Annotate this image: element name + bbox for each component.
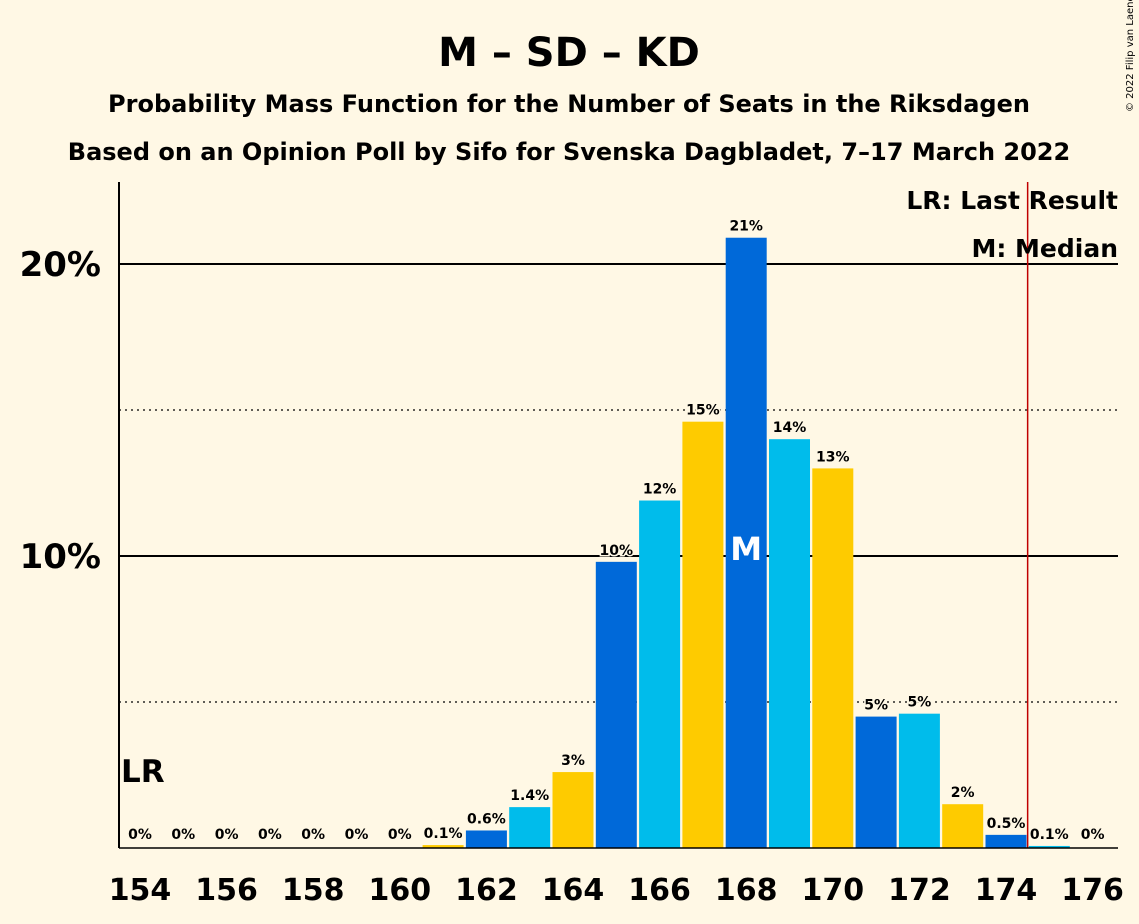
data-label-156: 0% bbox=[215, 827, 239, 843]
x-tick-label: 174 bbox=[975, 873, 1038, 908]
chart-title: M – SD – KD bbox=[438, 30, 700, 76]
last-result-label: LR bbox=[121, 754, 165, 790]
data-label-173: 2% bbox=[951, 785, 975, 801]
data-label-169: 14% bbox=[773, 420, 807, 436]
x-tick-label: 168 bbox=[715, 873, 778, 908]
bar-163 bbox=[509, 807, 551, 848]
chart-subtitle-2: Based on an Opinion Poll by Sifo for Sve… bbox=[68, 138, 1070, 166]
copyright-text: © 2022 Filip van Laenen bbox=[1125, 0, 1136, 112]
x-tick-label: 154 bbox=[109, 873, 172, 908]
x-tick-label: 158 bbox=[282, 873, 345, 908]
bar-171 bbox=[855, 716, 897, 848]
bar-168 bbox=[725, 237, 767, 849]
bar-174 bbox=[985, 834, 1027, 848]
data-labels: 0% 0% 0% 0% 0% 0% 0% 0.1%0.6%1.4%3%10%12%15%21%… bbox=[127, 217, 1106, 844]
x-tick-label: 162 bbox=[455, 873, 518, 908]
bar-172 bbox=[898, 713, 940, 848]
data-label-159: 0% bbox=[345, 827, 369, 843]
bar-166 bbox=[639, 500, 681, 848]
data-label-176: 0% bbox=[1081, 827, 1105, 843]
x-tick-label: 164 bbox=[542, 873, 605, 908]
bar-173 bbox=[942, 804, 984, 848]
data-label-158: 0% bbox=[301, 827, 325, 843]
x-tick-label: 166 bbox=[628, 873, 691, 908]
x-tick-label: 156 bbox=[195, 873, 258, 908]
data-label-172: 5% bbox=[908, 695, 932, 711]
data-label-157: 0% bbox=[258, 827, 282, 843]
data-label-161: 0.1% bbox=[424, 826, 463, 842]
data-label-163: 1.4% bbox=[510, 788, 549, 804]
bar-167 bbox=[682, 421, 724, 848]
x-tick-label: 172 bbox=[888, 873, 951, 908]
bar-169 bbox=[769, 439, 810, 848]
bar-175 bbox=[1028, 845, 1070, 848]
chart-subtitle: Probability Mass Function for the Number… bbox=[108, 90, 1030, 118]
data-label-171: 5% bbox=[864, 698, 888, 714]
data-label-155: 0% bbox=[171, 827, 195, 843]
bar-165 bbox=[595, 561, 637, 848]
y-tick-label: 10% bbox=[20, 537, 101, 577]
data-label-154: 0% bbox=[128, 827, 152, 843]
bar-164 bbox=[552, 772, 594, 848]
y-tick-label: 20% bbox=[20, 245, 101, 285]
data-label-168: 21% bbox=[729, 219, 763, 235]
data-label-165: 10% bbox=[600, 543, 634, 559]
median-marker: M bbox=[730, 530, 762, 568]
data-label-175: 0.1% bbox=[1030, 827, 1069, 843]
bar-162 bbox=[465, 830, 507, 848]
data-label-174: 0.5% bbox=[987, 816, 1026, 832]
axes: 10% 20% LR 154 156 158 160 162 164 166 168 170 172 17… bbox=[20, 182, 1124, 908]
legend-last-result: LR: Last Result bbox=[906, 186, 1118, 215]
data-label-166: 12% bbox=[643, 482, 677, 498]
data-label-167: 15% bbox=[686, 403, 720, 419]
data-label-162: 0.6% bbox=[467, 811, 506, 827]
bar-161 bbox=[422, 845, 464, 848]
data-label-160: 0% bbox=[388, 827, 412, 843]
x-tick-label: 170 bbox=[801, 873, 864, 908]
bar-170 bbox=[812, 468, 854, 848]
legend-median: M: Median bbox=[971, 234, 1118, 263]
bars bbox=[422, 237, 1070, 849]
data-label-170: 13% bbox=[816, 449, 850, 465]
x-tick-label: 176 bbox=[1061, 873, 1124, 908]
data-label-164: 3% bbox=[561, 753, 585, 769]
x-tick-label: 160 bbox=[368, 873, 431, 908]
